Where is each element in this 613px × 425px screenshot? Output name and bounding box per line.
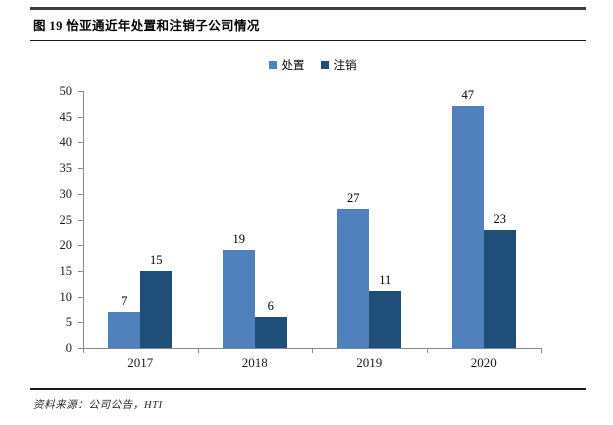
y-tick: [78, 348, 83, 349]
legend-item-series-1: 注销: [320, 57, 357, 73]
x-tick: [197, 348, 199, 353]
bar-value-label: 27: [347, 191, 360, 206]
y-axis-label: 35: [59, 161, 73, 176]
bar-series-1-2020: [483, 229, 516, 348]
title-divider: [30, 40, 586, 42]
bar-value-label: 15: [150, 252, 163, 267]
x-tick: [426, 348, 428, 353]
bar-value-label: 6: [267, 299, 274, 314]
bar-series-0-2017: [108, 312, 141, 348]
top-divider: [30, 7, 586, 10]
y-axis-label: 45: [59, 109, 73, 124]
x-axis-label: 2019: [356, 355, 383, 370]
y-axis-label: 5: [65, 315, 72, 330]
bar-series-0-2019: [337, 209, 370, 348]
x-tick: [541, 348, 542, 353]
legend-label: 处置: [281, 60, 305, 72]
legend-swatch-icon: [320, 61, 329, 69]
legend-label: 注销: [333, 60, 357, 72]
y-tick: [78, 193, 83, 195]
y-axis-label: 50: [59, 84, 73, 98]
bar-series-0-2020: [451, 106, 484, 348]
bar-series-1-2018: [254, 317, 287, 348]
bar-value-label: 7: [121, 294, 128, 309]
bar-series-0-2018: [222, 250, 255, 348]
source-note: 资料来源：公司公告，HTI: [33, 400, 163, 411]
y-axis-label: 10: [59, 289, 73, 304]
y-tick: [78, 168, 83, 170]
bar-series-1-2019: [369, 291, 402, 348]
y-axis-label: 25: [59, 212, 73, 227]
x-tick: [312, 348, 313, 353]
bar-value-label: 23: [493, 211, 507, 226]
bar-series-1-2017: [140, 270, 173, 348]
bar-value-label: 11: [379, 273, 392, 288]
y-axis-label: 30: [59, 186, 73, 201]
x-axis-label: 2017: [127, 355, 154, 370]
y-tick: [78, 142, 83, 144]
legend-item-series-0: 处置: [268, 57, 305, 73]
y-axis-label: 0: [65, 341, 72, 355]
y-tick: [78, 270, 83, 272]
y-axis-label: 40: [59, 135, 73, 150]
y-axis: [83, 91, 84, 348]
y-tick: [78, 322, 83, 324]
y-axis-label: 20: [59, 238, 73, 253]
bar-value-label: 47: [461, 88, 475, 103]
y-tick: [78, 116, 83, 118]
y-tick: [78, 219, 83, 221]
x-axis-label: 2020: [470, 355, 497, 370]
x-axis-label: 2018: [241, 355, 268, 370]
y-tick: [78, 296, 83, 298]
bar-value-label: 19: [232, 232, 246, 247]
y-axis-label: 15: [59, 263, 73, 278]
bottom-divider: [30, 388, 586, 390]
y-tick: [78, 91, 83, 92]
y-tick: [78, 245, 83, 247]
figure-title: 图 19 怡亚通近年处置和注销子公司情况: [33, 19, 260, 33]
chart-legend: 处置 注销: [83, 57, 542, 73]
legend-swatch-icon: [268, 61, 277, 69]
x-tick: [83, 348, 84, 353]
